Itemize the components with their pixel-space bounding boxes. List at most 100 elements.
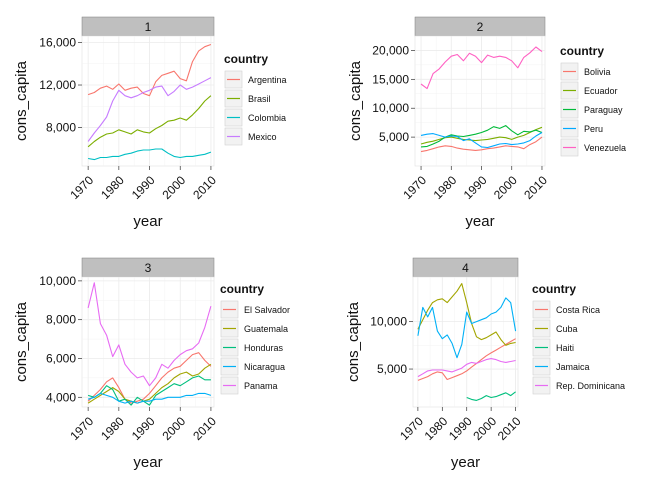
x-tick-label: 1980 [431,173,460,202]
y-tick-label: 10,000 [39,274,76,288]
legend-label: Brasil [248,94,271,104]
x-tick-label: 2010 [495,414,524,443]
series-line-ecuador [420,126,543,145]
legend-label: Mexico [248,132,277,142]
x-tick-label: 2000 [160,414,189,443]
legend-label: Panama [244,381,278,391]
legend: country Costa Rica Cuba Haiti Jamaica Rep. Do… [532,282,625,395]
x-axis-title: year [133,454,162,471]
y-tick-label: 8,000 [46,313,76,327]
series-line-rep-dominicana [417,358,516,378]
legend-title: country [224,52,268,66]
legend-label: Rep. Dominicana [556,381,625,391]
x-tick-label: 1980 [422,414,451,443]
facet-strip-label: 4 [462,261,469,275]
panel-1: 1 8,000 12,000 16,000 1970 1980 1990 2000 2010 ye… [13,16,287,230]
y-tick-label: 5,000 [377,362,407,376]
plot-area [81,35,215,167]
legend-label: Argentina [248,75,287,85]
x-tick-label: 1970 [400,173,429,202]
y-tick-label: 15,000 [372,72,409,86]
legend-label: Jamaica [556,362,590,372]
x-tick-label: 1980 [98,414,127,443]
series-line-costa-rica [417,338,516,381]
x-tick-label: 1990 [129,173,158,202]
x-tick-label: 2010 [521,173,550,202]
gridlines [415,36,545,166]
legend: country El Salvador Guatemala Honduras Nicar… [220,282,290,395]
y-axis-title: cons_capita [347,60,364,141]
legend-label: Cuba [556,324,578,334]
legend-label: Colombia [248,113,286,123]
series-line-venezuela [420,46,543,90]
legend-label: Costa Rica [556,305,600,315]
series-line-guatemala [87,363,212,404]
legend-label: Honduras [244,343,284,353]
series-line-argentina [87,43,212,97]
series-line-panama [87,282,212,387]
facet-strip-label: 2 [477,20,484,34]
x-tick-label: 2010 [190,414,219,443]
legend: country Bolivia Ecuador Paraguay Peru Venezue… [560,44,626,157]
panel-2: 2 5,000 10,000 15,000 20,000 1970 1980 1990 2000… [347,16,626,230]
facet-strip-label: 3 [145,261,152,275]
series-line-bolivia [420,136,543,153]
legend-title: country [560,44,604,58]
panel-3: 3 4,000 6,000 8,000 10,000 1970 1980 1990 2000 20… [13,257,290,471]
x-tick-label: 1970 [67,173,96,202]
legend-label: Peru [584,124,603,134]
facet-strip-label: 1 [145,20,152,34]
x-tick-label: 2010 [190,173,219,202]
x-tick-label: 2000 [470,414,499,443]
series-line-mexico [87,77,212,142]
legend-label: Ecuador [584,86,618,96]
y-tick-label: 10,000 [372,101,409,115]
x-tick-label: 1980 [98,173,127,202]
x-tick-label: 2000 [491,173,520,202]
series-line-el-salvador [87,352,212,404]
x-axis-title: year [465,213,494,230]
y-axis-title: cons_capita [13,60,30,141]
legend-title: country [532,282,576,296]
series-line-brasil [87,95,212,148]
gridlines [413,277,518,407]
y-axis-title: cons_capita [345,301,362,382]
series-line-colombia [88,148,212,161]
legend-label: Paraguay [584,105,623,115]
series-line-nicaragua [87,392,212,404]
series-line-jamaica [417,297,517,359]
legend-label: Guatemala [244,324,288,334]
y-axis-title: cons_capita [13,301,30,382]
series-line-honduras [87,375,211,406]
gridlines [82,36,214,166]
y-tick-label: 6,000 [46,351,76,365]
y-tick-label: 5,000 [379,130,409,144]
y-tick-label: 12,000 [39,78,76,92]
legend-title: country [220,282,264,296]
legend-label: El Salvador [244,305,290,315]
x-tick-label: 2000 [160,173,189,202]
y-tick-label: 4,000 [46,390,76,404]
x-tick-label: 1990 [446,414,475,443]
x-axis-title: year [451,454,480,471]
x-tick-label: 1990 [461,173,490,202]
y-tick-label: 8,000 [46,121,76,135]
y-tick-label: 10,000 [370,315,407,329]
legend-label: Haiti [556,343,574,353]
series-line-peru [420,132,543,149]
x-tick-label: 1990 [129,414,158,443]
series-line-haiti [466,391,516,401]
x-axis-title: year [133,213,162,230]
x-tick-label: 1970 [397,414,426,443]
series-line-paraguay [420,125,543,148]
x-tick-label: 1970 [67,414,96,443]
legend-label: Bolivia [584,67,611,77]
legend: country Argentina Brasil Colombia Mexico [224,52,287,146]
y-tick-label: 16,000 [39,35,76,49]
series-line-cuba [417,283,516,346]
y-tick-label: 20,000 [372,43,409,57]
legend-label: Venezuela [584,143,626,153]
legend-label: Nicaragua [244,362,285,372]
